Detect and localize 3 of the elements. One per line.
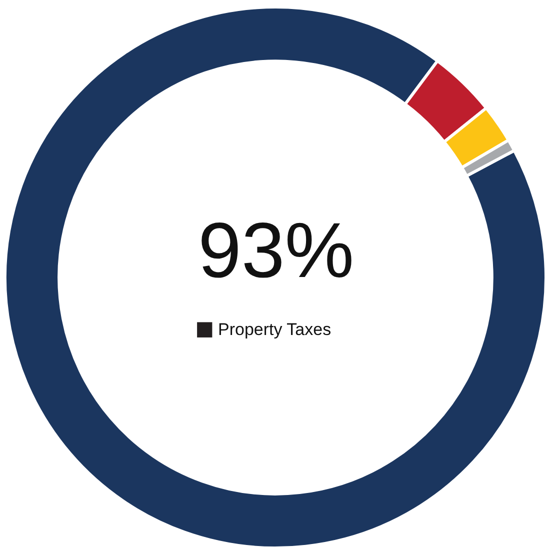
text: 93%: [198, 206, 354, 294]
slice-label: Property Taxes: [218, 320, 332, 339]
donut-slice: [4, 6, 548, 550]
